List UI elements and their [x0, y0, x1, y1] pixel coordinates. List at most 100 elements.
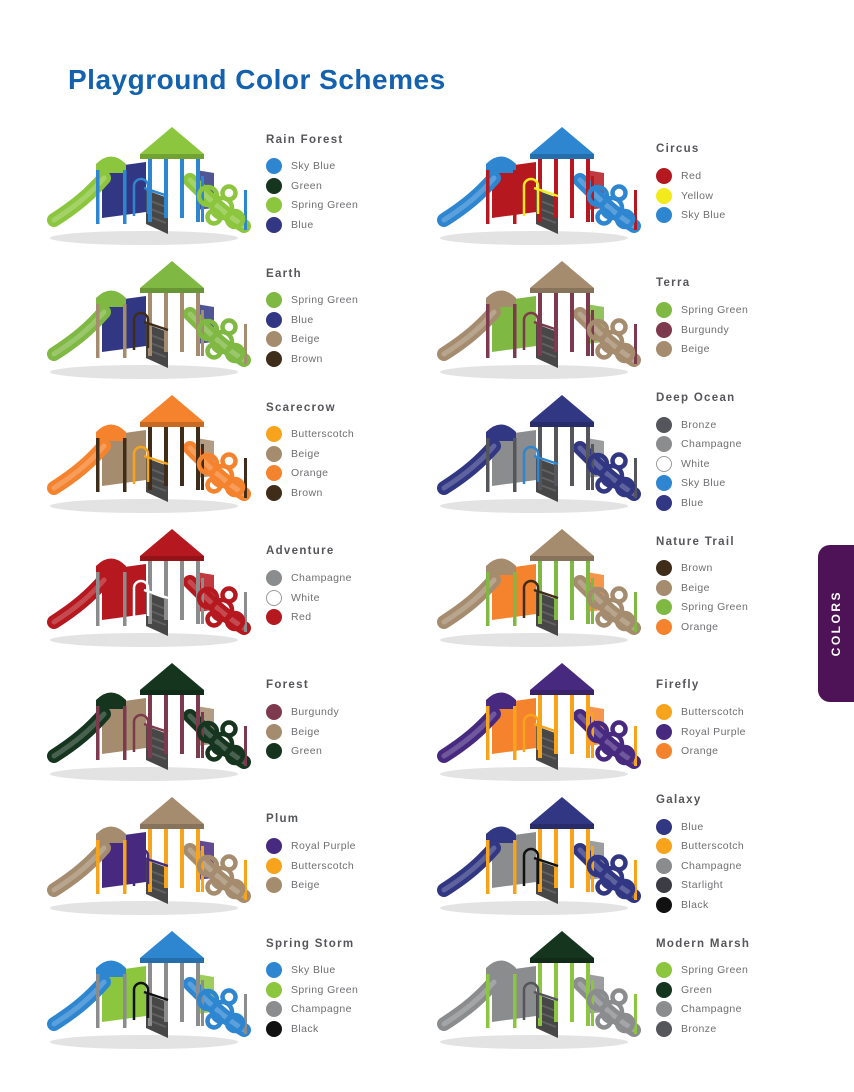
- color-swatch: [266, 465, 282, 482]
- color-swatch: [266, 723, 282, 740]
- color-label: Orange: [291, 467, 329, 480]
- color-swatch: [266, 570, 282, 586]
- color-swatch: [266, 589, 282, 606]
- color-swatch: [656, 494, 672, 511]
- playground-illustration: [47, 931, 251, 1049]
- colors-side-tab[interactable]: COLORS: [818, 545, 854, 702]
- ground-shadow: [50, 365, 238, 379]
- scheme-cell: Firefly Butterscotch Royal Purple Orange: [426, 652, 808, 786]
- color-swatch: [266, 177, 282, 194]
- color-swatch: [656, 877, 672, 893]
- color-label: Brown: [291, 486, 323, 499]
- scheme-info: Earth Spring Green Blue Beige Brown: [266, 266, 416, 369]
- playground-image: [36, 386, 260, 516]
- color-swatch: [266, 311, 282, 328]
- ground-shadow: [50, 1035, 238, 1049]
- swatch-row: Blue: [266, 310, 416, 330]
- swatch-row: Bronze: [656, 1019, 806, 1039]
- color-swatch: [266, 857, 282, 874]
- scheme-info: Firefly Butterscotch Royal Purple Orange: [656, 677, 806, 761]
- playground-image: [426, 252, 650, 382]
- roof-shade: [530, 154, 594, 159]
- swatch-row: Sky Blue: [656, 473, 806, 493]
- ground-shadow: [50, 901, 238, 915]
- color-label: Green: [291, 179, 323, 192]
- swatch-row: Butterscotch: [266, 856, 416, 876]
- playground-image: [426, 118, 650, 248]
- color-swatch: [656, 818, 672, 835]
- color-label: Butterscotch: [681, 706, 745, 718]
- scheme-name: Galaxy: [656, 793, 702, 806]
- color-swatch: [656, 187, 672, 204]
- color-swatch: [266, 197, 282, 214]
- swatch-row: Bronze: [656, 415, 806, 435]
- ground-shadow: [50, 231, 238, 245]
- page-title: Playground Color Schemes: [68, 64, 446, 95]
- swatch-row: Blue: [266, 215, 416, 235]
- swatch-row: Green: [266, 176, 416, 196]
- swatch-list: Butterscotch Beige Orange Brown: [266, 425, 416, 503]
- color-label: Champagne: [681, 438, 742, 450]
- color-label: Beige: [291, 333, 320, 346]
- color-label: Sky Blue: [681, 209, 726, 221]
- swatch-list: Brown Beige Spring Green Orange: [656, 559, 806, 637]
- color-swatch: [266, 426, 282, 443]
- color-swatch: [656, 1001, 672, 1018]
- swatch-row: Champagne: [656, 434, 806, 454]
- playground-image: [36, 118, 260, 248]
- playground-illustration: [437, 663, 641, 781]
- playground-illustration: [437, 261, 641, 379]
- color-swatch: [266, 484, 282, 501]
- swatch-list: Sky Blue Spring Green Champagne Black: [266, 961, 416, 1039]
- scheme-cell: Earth Spring Green Blue Beige Brown: [36, 250, 418, 384]
- swatch-list: Bronze Champagne White Sky Blue Blue: [656, 415, 806, 513]
- color-label: Butterscotch: [291, 428, 355, 441]
- color-label: White: [291, 591, 320, 604]
- playground-illustration: [437, 797, 641, 915]
- swatch-row: Sky Blue: [266, 961, 416, 981]
- playground-illustration: [437, 127, 641, 245]
- swatch-row: Butterscotch: [266, 425, 416, 445]
- scheme-info: Adventure Champagne White Red: [266, 543, 416, 627]
- scheme-info: Galaxy Blue Butterscotch Champagne Starl…: [656, 792, 806, 915]
- swatch-row: Butterscotch: [656, 836, 806, 856]
- color-swatch: [656, 723, 672, 740]
- swatch-row: Spring Green: [266, 980, 416, 1000]
- scheme-name: Forest: [266, 679, 309, 692]
- swatch-row: Champagne: [656, 1000, 806, 1020]
- ground-shadow: [50, 767, 238, 781]
- swatch-list: Spring Green Burgundy Beige: [656, 300, 806, 359]
- color-label: Champagne: [291, 572, 352, 584]
- swatch-list: Royal Purple Butterscotch Beige: [266, 836, 416, 895]
- roof-shade: [530, 824, 594, 829]
- color-label: Royal Purple: [681, 725, 746, 738]
- swatch-row: Sky Blue: [656, 205, 806, 225]
- color-label: Butterscotch: [291, 859, 355, 872]
- color-swatch: [266, 838, 282, 854]
- ground-shadow: [440, 499, 628, 513]
- playground-image: [426, 922, 650, 1052]
- ground-shadow: [440, 767, 628, 781]
- color-swatch: [266, 981, 282, 998]
- scheme-info: Plum Royal Purple Butterscotch Beige: [266, 811, 416, 895]
- color-label: Spring Green: [291, 983, 359, 996]
- color-label: Beige: [291, 879, 320, 891]
- color-label: Black: [681, 898, 709, 911]
- color-swatch: [656, 302, 672, 318]
- color-label: Spring Green: [681, 601, 749, 614]
- scheme-cell: Terra Spring Green Burgundy Beige: [426, 250, 808, 384]
- color-swatch: [656, 1020, 672, 1037]
- swatch-row: Beige: [656, 339, 806, 359]
- swatch-list: Spring Green Blue Beige Brown: [266, 291, 416, 369]
- scheme-cell: Galaxy Blue Butterscotch Champagne Starl…: [426, 786, 808, 920]
- color-swatch: [656, 743, 672, 759]
- swatch-row: Black: [266, 1019, 416, 1039]
- color-label: Champagne: [681, 859, 742, 872]
- swatch-list: Blue Butterscotch Champagne Starlight Bl…: [656, 817, 806, 915]
- scheme-name: Modern Marsh: [656, 937, 751, 950]
- swatch-row: Spring Green: [266, 291, 416, 311]
- scheme-name: Plum: [266, 813, 300, 826]
- playground-image: [426, 654, 650, 784]
- swatch-list: Butterscotch Royal Purple Orange: [656, 702, 806, 761]
- color-swatch: [656, 981, 672, 998]
